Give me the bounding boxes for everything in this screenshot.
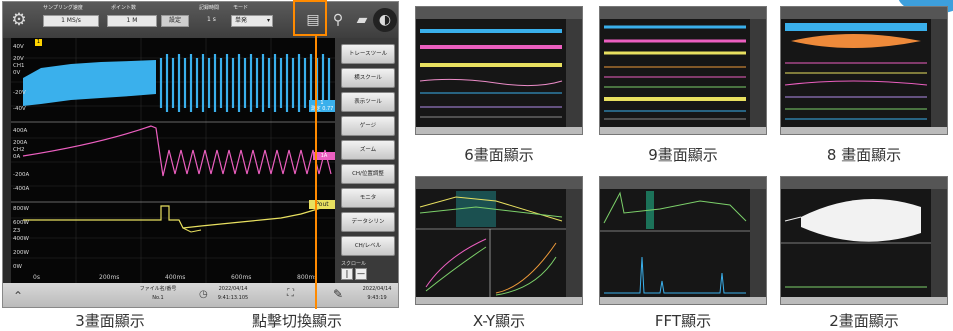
gear-icon[interactable]: ⚙ [11, 10, 27, 30]
caption-two-screen: 2畫面顯示 [829, 312, 899, 330]
network-icon[interactable]: ⛶ [287, 288, 294, 299]
ch1-tick: 40V [13, 44, 24, 50]
ch2-tick: 400A [13, 128, 28, 134]
ch3-tick: 200W [13, 250, 29, 256]
thumbnail-9-screen[interactable] [599, 6, 767, 135]
thumbnail-6-screen[interactable] [415, 6, 583, 135]
current-time: 9:43:19 [367, 295, 387, 301]
folder-icon[interactable]: ▰ [356, 12, 368, 28]
right-panel-button[interactable]: ズーム [341, 140, 395, 160]
cursor-b-button[interactable]: — [355, 268, 367, 280]
ch1-tick: 20V [13, 56, 24, 62]
ch1-marker-label: 1 [320, 100, 324, 106]
points-label: ポイント数 [111, 5, 137, 11]
caption-xy: X-Y顯示 [472, 312, 526, 330]
display-switch-icon[interactable]: ▤ [306, 12, 320, 28]
x-tick: 200ms [99, 274, 120, 281]
x-tick: 800ms [297, 274, 318, 281]
settings-button[interactable]: 設定 [161, 15, 189, 27]
file-number: No.1 [152, 295, 164, 301]
right-panel-button[interactable]: CH/レベル [341, 236, 395, 256]
ch3-tick: 800W [13, 206, 29, 212]
ch1-measure-label: 測定 0.77 [310, 106, 334, 112]
right-panel-button[interactable]: ゲージ [341, 116, 395, 136]
caption-fft: FFT顯示 [654, 312, 712, 330]
ch2-tick: -200A [13, 172, 30, 178]
mode-label: モード [233, 5, 249, 11]
scroll-label: スクロール [341, 261, 367, 267]
ch2-side-marker: 1A [313, 152, 335, 160]
points-field[interactable]: 1 M [107, 15, 157, 27]
ch2-tick: 0A [13, 154, 21, 160]
thumbnail-8-svg [781, 7, 947, 134]
sampling-label: サンプリング速度 [43, 5, 83, 11]
chevron-down-icon: ▾ [266, 17, 270, 24]
thumbnail-xy[interactable] [415, 176, 583, 305]
caption-nine-screen: 9畫面顯示 [648, 146, 718, 164]
thumbnail-xy-svg [416, 177, 582, 304]
x-tick: 400ms [165, 274, 186, 281]
right-panel-button[interactable]: CH/位置調整 [341, 164, 395, 184]
thumbnail-fft[interactable] [599, 176, 767, 305]
caption-three-screen: 3畫面顯示 [75, 312, 145, 330]
right-panel-button[interactable]: モニタ [341, 188, 395, 208]
search-icon[interactable]: ⚲ [332, 12, 344, 28]
main-oscilloscope-screen: ⚙ サンプリング速度 1 MS/s ポイント数 1 M 設定 記録時間 1 s … [2, 1, 399, 308]
ch1-tick: 0V [13, 70, 21, 76]
thumbnail-2-screen[interactable] [780, 176, 948, 305]
ch1-tick: -40V [13, 106, 26, 112]
thumbnail-8-screen[interactable] [780, 6, 948, 135]
clock-icon: ◷ [199, 289, 208, 300]
current-date: 2022/04/14 [362, 286, 392, 292]
caption-six-screen: 6畫面顯示 [464, 146, 534, 164]
right-panel-button[interactable]: トレースツール [341, 44, 395, 64]
ch1-name: CH1 [13, 63, 25, 69]
cursor-a-button[interactable]: | [341, 268, 353, 280]
thumbnail-fft-svg [600, 177, 766, 304]
status-bar: ⌃ ファイル名/番号 No.1 ◷ 2022/04/14 9:41:13.105… [3, 283, 398, 307]
start-stop-icon[interactable]: ◐ [373, 8, 397, 32]
right-panel-button[interactable]: 横スクール [341, 68, 395, 88]
x-tick: 600ms [231, 274, 252, 281]
right-panel-button[interactable]: 表示ツール [341, 92, 395, 112]
pout-marker: Pout [309, 200, 335, 209]
waveform-plot-area: 1 40V 20V CH1 0V -20V -40V 400A 200A CH2… [11, 38, 336, 283]
ch3-name: Z3 [13, 228, 21, 234]
thumbnail-9-svg [600, 7, 766, 134]
ch3-tick: 400W [13, 236, 29, 242]
mode-select[interactable]: 単発 ▾ [231, 15, 273, 27]
thumbnail-2-svg [781, 177, 947, 304]
ch3-tick: 0W [13, 264, 22, 270]
chevron-up-icon[interactable]: ⌃ [13, 289, 24, 303]
ch1-marker: 1 [35, 39, 42, 46]
caption-click-switch: 點擊切換顯示 [251, 312, 342, 330]
sampling-field[interactable]: 1 MS/s [43, 15, 99, 27]
caption-eight-screen: 8 畫面顯示 [826, 146, 902, 164]
right-panel-button[interactable]: データシリン [341, 212, 395, 232]
thumbnail-6-svg [416, 7, 582, 134]
ch3-tick: 600W [13, 220, 29, 226]
record-time-label: 記録時間 [199, 5, 220, 11]
record-time-value: 1 s [207, 16, 216, 23]
trigger-date: 2022/04/14 [218, 286, 248, 292]
highlight-box [293, 0, 327, 36]
trigger-time: 9:41:13.105 [217, 295, 249, 301]
waveform-svg [11, 38, 336, 283]
ch2-name: CH2 [13, 147, 25, 153]
top-toolbar: ⚙ サンプリング速度 1 MS/s ポイント数 1 M 設定 記録時間 1 s … [3, 2, 398, 38]
x-tick: 0s [33, 274, 40, 281]
file-label: ファイル名/番号 [139, 286, 177, 292]
pen-icon[interactable]: ✎ [333, 287, 344, 301]
ch2-tick: 200A [13, 140, 28, 146]
ch1-tick: -20V [13, 90, 26, 96]
ch2-tick: -400A [13, 186, 30, 192]
ch1-side-marker: 1 測定 0.77 [309, 100, 335, 112]
mode-select-value: 単発 [235, 17, 248, 24]
highlight-connector-line [315, 36, 317, 309]
